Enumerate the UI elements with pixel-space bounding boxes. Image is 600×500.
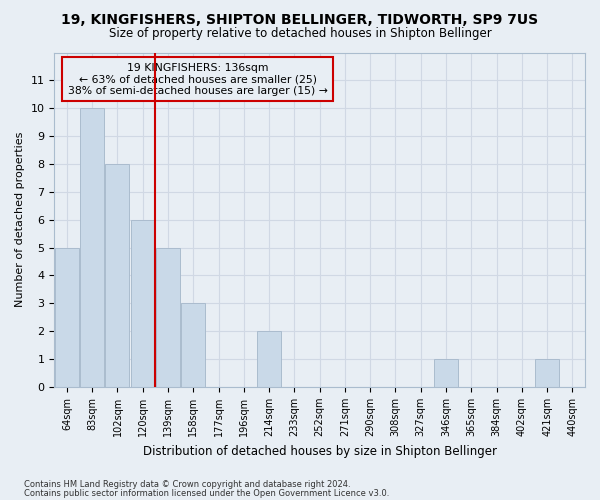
- Text: Contains public sector information licensed under the Open Government Licence v3: Contains public sector information licen…: [24, 488, 389, 498]
- Text: 19 KINGFISHERS: 136sqm
← 63% of detached houses are smaller (25)
38% of semi-det: 19 KINGFISHERS: 136sqm ← 63% of detached…: [68, 62, 328, 96]
- Bar: [106, 164, 130, 387]
- Text: Contains HM Land Registry data © Crown copyright and database right 2024.: Contains HM Land Registry data © Crown c…: [24, 480, 350, 489]
- Y-axis label: Number of detached properties: Number of detached properties: [15, 132, 25, 308]
- Text: 19, KINGFISHERS, SHIPTON BELLINGER, TIDWORTH, SP9 7US: 19, KINGFISHERS, SHIPTON BELLINGER, TIDW…: [61, 12, 539, 26]
- Bar: [434, 359, 458, 387]
- Text: Size of property relative to detached houses in Shipton Bellinger: Size of property relative to detached ho…: [109, 28, 491, 40]
- Bar: [80, 108, 104, 387]
- Bar: [131, 220, 155, 387]
- Bar: [181, 304, 205, 387]
- Bar: [156, 248, 180, 387]
- X-axis label: Distribution of detached houses by size in Shipton Bellinger: Distribution of detached houses by size …: [143, 444, 497, 458]
- Bar: [535, 359, 559, 387]
- Bar: [55, 248, 79, 387]
- Bar: [257, 331, 281, 387]
